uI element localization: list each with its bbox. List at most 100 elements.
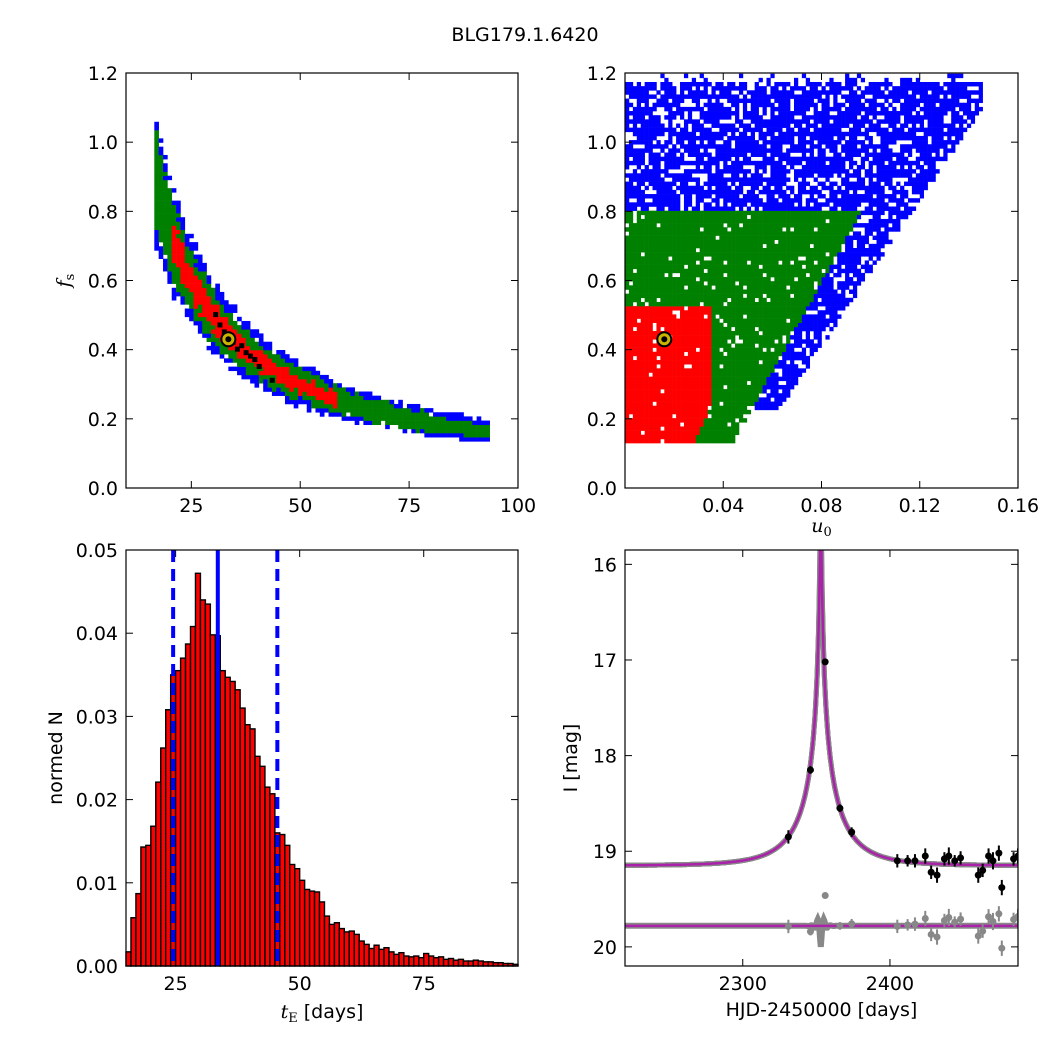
density-cell <box>845 285 850 290</box>
density-cell <box>786 306 791 311</box>
density-cell <box>856 102 862 108</box>
density-cell <box>829 260 834 265</box>
density-cell <box>817 326 822 332</box>
density-cell <box>660 231 665 236</box>
density-cell <box>668 322 673 328</box>
density-cell <box>680 397 685 402</box>
density-cell <box>735 202 740 207</box>
density-cell <box>210 287 216 293</box>
density-cell <box>691 285 697 290</box>
density-cell <box>849 131 854 137</box>
density-cell <box>727 293 732 299</box>
density-cell <box>672 343 677 348</box>
density-cell <box>778 111 783 116</box>
density-cell <box>699 380 704 386</box>
density-cell <box>180 267 186 272</box>
density-cell <box>845 198 850 203</box>
density-cell <box>856 277 862 282</box>
density-cell <box>676 413 681 419</box>
density-cell <box>210 320 216 326</box>
density-cell <box>735 177 740 182</box>
density-cell <box>691 231 697 236</box>
density-cell <box>167 267 173 272</box>
density-cell <box>809 115 814 120</box>
density-cell <box>687 264 693 270</box>
density-cell <box>354 399 360 405</box>
density-cell <box>660 127 665 133</box>
density-cell <box>680 144 685 149</box>
density-cell <box>437 428 443 434</box>
density-cell <box>813 272 818 278</box>
density-cell <box>786 326 791 332</box>
density-cell <box>797 351 803 357</box>
density-cell <box>723 438 728 444</box>
density-cell <box>833 131 838 137</box>
density-cell <box>284 358 290 363</box>
density-cell <box>672 339 677 344</box>
density-cell <box>742 140 748 145</box>
density-cell <box>158 150 164 156</box>
density-cell <box>809 156 814 162</box>
density-cell <box>758 164 763 170</box>
density-cell <box>232 304 238 309</box>
y-tick-label: 1.0 <box>88 132 118 154</box>
density-cell <box>258 379 264 384</box>
density-cell <box>731 409 736 415</box>
density-cell <box>770 169 775 174</box>
density-cell <box>398 403 403 409</box>
density-cell <box>735 285 740 290</box>
density-cell <box>805 90 811 95</box>
density-cell <box>829 235 834 240</box>
density-cell <box>699 418 704 423</box>
density-cell <box>797 231 803 236</box>
density-cell <box>793 227 799 232</box>
density-cell <box>786 252 791 257</box>
density-cell <box>797 111 803 116</box>
density-cell <box>778 364 783 369</box>
density-cell <box>727 364 732 369</box>
density-cell <box>699 189 704 195</box>
density-cell <box>652 413 657 419</box>
density-cell <box>454 420 460 426</box>
density-cell <box>656 293 661 299</box>
density-cell <box>652 430 657 436</box>
density-cell <box>707 281 712 286</box>
density-cell <box>762 156 767 162</box>
density-cell <box>628 102 634 108</box>
density-cell <box>735 389 740 394</box>
density-cell <box>632 405 638 411</box>
density-cell <box>758 314 763 319</box>
density-cell <box>193 283 199 289</box>
density-cell <box>628 148 634 153</box>
density-cell <box>805 330 811 336</box>
density-cell <box>860 194 866 199</box>
density-cell <box>676 384 681 390</box>
density-cell <box>738 90 744 95</box>
density-cell <box>625 343 630 348</box>
density-cell <box>703 206 708 211</box>
density-cell <box>845 140 850 145</box>
density-cell <box>856 152 862 157</box>
density-cell <box>821 231 826 236</box>
density-cell <box>782 173 787 178</box>
density-cell <box>695 160 700 166</box>
density-cell <box>668 360 673 365</box>
density-cell <box>801 318 807 323</box>
density-cell <box>786 131 791 137</box>
density-cell <box>167 229 173 235</box>
density-cell <box>636 202 642 207</box>
density-cell <box>640 181 645 187</box>
density-cell <box>154 159 159 164</box>
density-cell <box>644 214 649 220</box>
density-cell <box>367 416 373 421</box>
density-cell <box>707 102 712 108</box>
density-cell <box>367 420 373 426</box>
density-cell <box>719 218 724 224</box>
density-cell <box>727 218 732 224</box>
density-cell <box>676 102 681 108</box>
density-cell <box>640 347 645 353</box>
density-cell <box>644 227 649 232</box>
density-cell <box>715 185 720 191</box>
density-cell <box>660 347 665 353</box>
density-cell <box>632 256 638 261</box>
